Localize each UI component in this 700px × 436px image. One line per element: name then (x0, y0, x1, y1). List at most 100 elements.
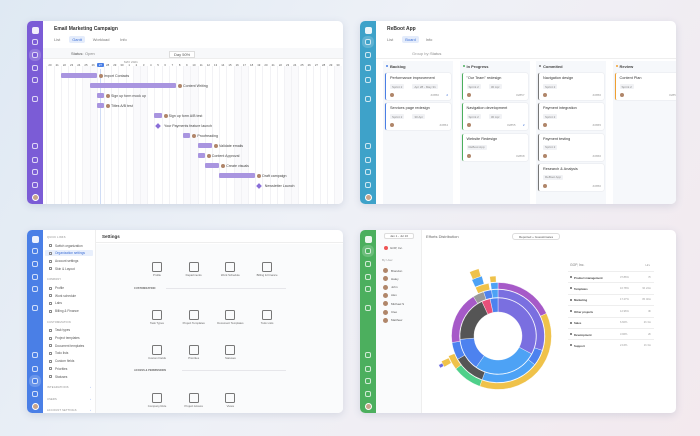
sunburst-segment[interactable] (475, 283, 491, 294)
tab-list[interactable]: List (387, 37, 394, 42)
sunburst-segment[interactable] (469, 268, 482, 280)
task-card[interactable]: Services page redesign Sprint 2 30 Apr #285… (385, 103, 451, 131)
settings-tile[interactable]: Work Schedule (213, 260, 247, 282)
nav-item[interactable]: Statuses (55, 374, 68, 379)
calendar-icon[interactable] (32, 65, 38, 71)
nav-section-header[interactable]: ACCOUNT SETTINGS (47, 409, 77, 412)
settings-icon[interactable] (365, 378, 371, 384)
task-bar[interactable] (183, 133, 191, 138)
chevron-right-icon[interactable]: › (90, 409, 91, 412)
task-bar[interactable] (197, 143, 212, 148)
task-bar[interactable] (197, 153, 205, 158)
avatar[interactable] (31, 194, 39, 201)
help-icon[interactable] (32, 182, 38, 188)
task-card[interactable]: Payment integration Sprint 2 #2865 (538, 103, 604, 131)
settings-icon[interactable] (29, 375, 41, 387)
task-card[interactable]: "Our Team" redesign Sprint 2 30 Apr #2857 (461, 73, 528, 100)
nav-item[interactable]: Billing & Finance (55, 309, 79, 314)
tab-list[interactable]: List (54, 37, 61, 42)
user-item[interactable]: Brandon (391, 268, 403, 273)
search-icon[interactable] (32, 352, 38, 358)
nav-item[interactable]: Project templates (55, 336, 80, 340)
add-icon[interactable] (365, 305, 371, 311)
sunburst-segment[interactable] (489, 275, 497, 283)
task-bar[interactable] (96, 103, 104, 108)
settings-tile[interactable]: Project Access (177, 391, 211, 413)
chat-icon[interactable] (365, 286, 371, 292)
search-icon[interactable] (32, 143, 38, 149)
users-icon[interactable] (365, 366, 371, 372)
user-item[interactable]: Haley (391, 276, 399, 281)
home-icon[interactable] (32, 248, 38, 254)
task-card[interactable]: Content Plan Sprint 2 #2857 (614, 73, 676, 100)
org-name[interactable]: GOP, Inc. (390, 246, 403, 250)
app-logo[interactable] (364, 27, 372, 34)
help-icon[interactable] (365, 182, 371, 188)
app-logo[interactable] (364, 236, 372, 243)
chevron-right-icon[interactable]: › (90, 397, 91, 401)
tab-gantt[interactable]: Gantt (69, 36, 85, 43)
task-card[interactable]: Performance improvement Sprint 2 Apr 28 - … (385, 73, 451, 100)
nav-item[interactable]: Profile (55, 286, 65, 290)
filter-dropdown[interactable]: Reported + Guesstimates (512, 233, 561, 240)
nav-item[interactable]: Document templates (55, 343, 85, 348)
table-row[interactable]: Marketing 17.27% 8h 40m (568, 293, 654, 305)
task-bar[interactable] (204, 163, 220, 168)
search-icon[interactable] (365, 143, 371, 149)
settings-tile[interactable]: Departments (177, 260, 211, 282)
settings-icon[interactable] (32, 169, 38, 175)
help-icon[interactable] (365, 391, 371, 397)
settings-icon[interactable] (365, 169, 371, 175)
home-icon[interactable] (362, 245, 374, 257)
avatar[interactable] (364, 194, 372, 201)
nav-item[interactable]: Priorities (55, 366, 68, 371)
table-row[interactable]: Development 3.96% 2h (568, 328, 654, 339)
add-icon[interactable] (32, 96, 38, 102)
nav-section-header[interactable]: USERS (47, 397, 57, 401)
settings-tile[interactable]: Document Templates (213, 308, 247, 330)
home-icon[interactable] (362, 36, 374, 48)
nav-item[interactable]: Custom fields (55, 359, 75, 364)
sunburst-segment[interactable] (438, 362, 445, 369)
nav-item[interactable]: Account settings (55, 259, 79, 264)
app-logo[interactable] (31, 236, 39, 243)
settings-tile[interactable]: Project Templates (177, 308, 211, 330)
help-icon[interactable] (32, 391, 38, 397)
nav-section-header[interactable]: INTEGRATIONS (47, 386, 69, 389)
task-bar[interactable] (60, 73, 97, 78)
settings-tile[interactable]: Views (213, 391, 247, 413)
settings-tile[interactable]: Custom Fields (140, 343, 174, 365)
app-logo[interactable] (31, 27, 39, 34)
settings-tile[interactable]: Todo Lists (250, 308, 284, 330)
users-icon[interactable] (32, 157, 38, 163)
calendar-icon[interactable] (365, 274, 371, 280)
date-range-picker[interactable]: Jan 1 - Jul 16 (384, 233, 415, 239)
tab-info[interactable]: Info (425, 37, 433, 42)
briefcase-icon[interactable] (365, 52, 371, 58)
tab-workload[interactable]: Workload (92, 37, 110, 42)
nav-item[interactable]: Todo lists (55, 351, 69, 356)
tab-info[interactable]: Info (120, 37, 127, 42)
table-row[interactable]: Other projects 12.96% 3h (568, 305, 654, 316)
chat-icon[interactable] (32, 77, 38, 83)
chat-icon[interactable] (32, 286, 38, 292)
status-filter[interactable]: Open (85, 51, 95, 56)
settings-tile[interactable]: Billing & Finance (250, 260, 284, 282)
zoom-select[interactable]: Day 50% (169, 51, 196, 58)
avatar[interactable] (364, 403, 372, 410)
sunburst-segment[interactable] (489, 297, 499, 313)
nav-item[interactable]: Labs (55, 301, 62, 306)
sunburst-segment[interactable] (491, 289, 499, 299)
chevron-right-icon[interactable]: › (90, 386, 91, 389)
user-item[interactable]: Matthew (391, 318, 403, 323)
avatar[interactable] (31, 403, 39, 410)
briefcase-icon[interactable] (365, 261, 371, 267)
briefcase-icon[interactable] (32, 261, 38, 267)
task-card[interactable]: Payment testing Sprint 2 #2866 (538, 133, 604, 161)
users-icon[interactable] (32, 366, 38, 372)
settings-tile[interactable]: Statuses (213, 343, 247, 365)
settings-tile[interactable]: Profile (140, 260, 174, 282)
task-bar[interactable] (96, 93, 104, 98)
home-icon[interactable] (32, 39, 38, 45)
table-row[interactable]: Sales 6.60% 2h 3m (568, 316, 654, 328)
